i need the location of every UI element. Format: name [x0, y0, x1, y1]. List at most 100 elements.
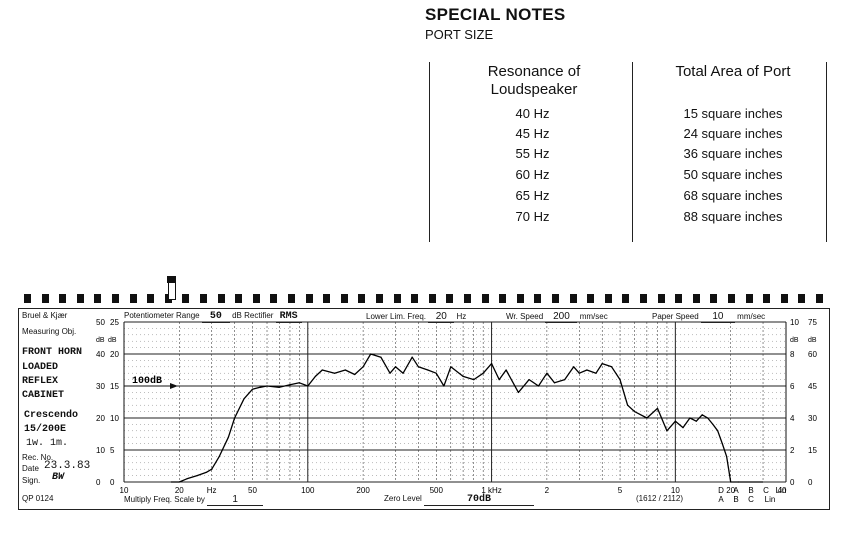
x-tick-label: 20 [726, 486, 735, 495]
response-point [218, 455, 220, 457]
lower-limit-field: Lower Lim. Freq. 20 Hz [366, 311, 466, 323]
row-freq: 60 Hz [515, 167, 550, 182]
y-tick-right-outer: 0 [808, 478, 813, 487]
y-tick-left-inner: 20 [110, 350, 119, 359]
response-point [427, 369, 429, 371]
object-line-4: CABINET [22, 390, 65, 401]
row-freq: 40 Hz [515, 106, 550, 121]
perforation-hole [358, 294, 366, 303]
response-point [682, 427, 684, 429]
multiply-scale-value: 1 [207, 494, 264, 506]
y-tick-left-outer: 0 [96, 478, 101, 487]
response-point [362, 366, 364, 368]
filter-label-top: C [763, 486, 769, 495]
perforation-hole [710, 294, 718, 303]
note-line-1: Crescendo [24, 410, 79, 421]
perforation-hole [780, 294, 788, 303]
potentiometer-label: Potentiometer Range [124, 311, 200, 320]
lower-limit-value: 20 [428, 311, 455, 323]
response-point [334, 372, 336, 374]
row-area: 88 square inches [683, 209, 783, 224]
note-line-3: 1w. 1m. [26, 438, 69, 449]
y-tick-right-inner: 8 [790, 350, 795, 359]
response-point [298, 382, 300, 384]
zero-level-field: Zero Level 70dB [384, 494, 535, 506]
response-point [259, 386, 261, 388]
y-tick-left-outer: 20 [96, 414, 105, 423]
y-tick-right-inner: 10 [790, 318, 799, 327]
response-point [234, 417, 236, 419]
marker-100db-label: 100dB [132, 375, 162, 387]
filter-label-top: Lin [776, 486, 787, 495]
response-point [498, 379, 500, 381]
perforation-hole [798, 294, 806, 303]
response-point [211, 468, 213, 470]
multiply-scale-field: Multiply Freq. Scale by 1 [124, 494, 264, 506]
table-divider-left [429, 62, 430, 242]
sign-value: BW [52, 472, 65, 483]
response-point [411, 356, 413, 358]
filter-label-bottom: A [718, 495, 724, 504]
filter-label-top: A [733, 486, 739, 495]
marker-100db-arrow [170, 383, 178, 389]
left-db-unit-inner: dB [108, 337, 117, 344]
y-tick-left-inner: 5 [110, 446, 115, 455]
row-freq: 55 Hz [515, 146, 550, 161]
row-area: 24 square inches [683, 126, 783, 141]
perforation-hole [745, 294, 753, 303]
x-tick-label: 200 [356, 486, 370, 495]
perforation-hole [657, 294, 665, 303]
chart-frame [18, 308, 830, 510]
perforation-hole [640, 294, 647, 303]
perforation-hole [376, 294, 383, 303]
right-db-unit-outer: dB [808, 337, 817, 344]
perforation-hole [763, 294, 771, 303]
filter-label-bottom: Lin [765, 495, 776, 504]
perforation-hole [24, 294, 31, 303]
response-point [196, 475, 198, 477]
response-point [646, 417, 648, 419]
perforation-hole [340, 294, 348, 303]
y-tick-left-outer: 30 [96, 382, 105, 391]
db-unit-label: dB [232, 311, 242, 320]
response-point [370, 353, 372, 355]
response-point [321, 369, 323, 371]
object-line-3: REFLEX [22, 376, 59, 387]
response-point [707, 417, 709, 419]
y-tick-right-outer: 60 [808, 350, 817, 359]
col-header-resonance: Resonance of Loudspeaker [440, 63, 628, 99]
perforation-hole [604, 294, 612, 303]
perforation-hole [446, 294, 454, 303]
y-tick-left-inner: 10 [110, 414, 119, 423]
response-point [595, 372, 597, 374]
response-point [656, 407, 659, 409]
response-point [186, 478, 188, 480]
object-line-1: FRONT HORN [22, 347, 83, 358]
x-tick-label: 50 [248, 486, 257, 495]
response-point [251, 388, 254, 390]
response-point [505, 369, 507, 371]
rectifier-value: RMS [275, 311, 302, 323]
table-divider-right [826, 62, 827, 242]
perforation-hole [112, 294, 119, 303]
perforation-hole [235, 294, 243, 303]
response-point [517, 391, 520, 393]
response-point [278, 386, 280, 388]
response-point [344, 369, 346, 371]
response-point [354, 373, 356, 376]
y-tick-right-outer: 45 [808, 382, 817, 391]
response-point [243, 398, 245, 400]
filter-label-top: D [718, 486, 724, 495]
response-point [314, 375, 316, 377]
filter-label-top: 40 [778, 486, 787, 495]
y-tick-right-inner: 0 [790, 478, 795, 487]
response-point [546, 372, 548, 374]
potentiometer-field: Potentiometer Range 50 dB Rectifier RMS [124, 311, 302, 323]
multiply-scale-label: Multiply Freq. Scale by [124, 495, 205, 504]
perforation-hole [499, 294, 507, 303]
response-point [586, 369, 588, 371]
perforation-hole [393, 294, 401, 303]
perforation-hole [200, 294, 207, 303]
potentiometer-value: 50 [201, 311, 230, 323]
col-header-resonance-line1: Resonance of [487, 63, 581, 80]
